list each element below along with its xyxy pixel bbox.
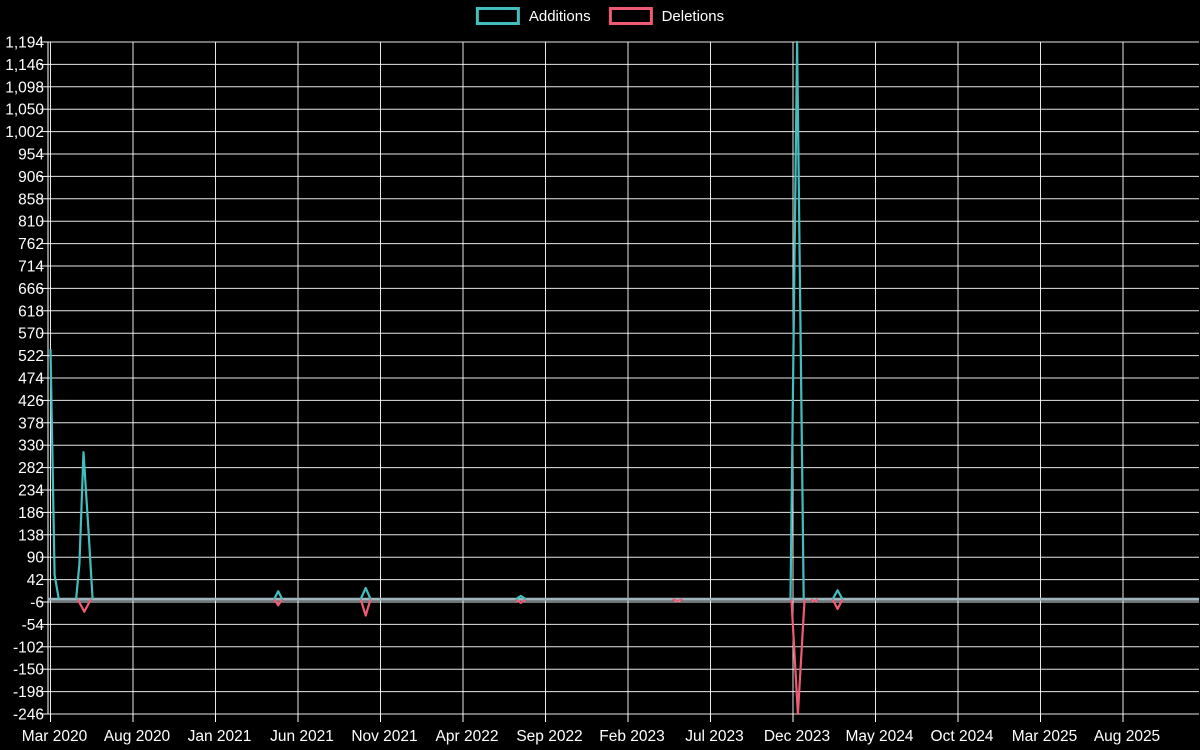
x-tick-label: Mar 2025 xyxy=(1012,728,1077,745)
y-tick-label: 1,098 xyxy=(5,79,44,96)
y-tick-label: -198 xyxy=(13,684,44,701)
x-tick-label: Nov 2021 xyxy=(351,728,417,745)
y-tick-label: 42 xyxy=(27,572,44,589)
y-tick-label: 426 xyxy=(18,393,44,410)
y-tick-label: 1,194 xyxy=(5,35,44,52)
y-tick-label: 474 xyxy=(18,371,44,388)
y-tick-label: 570 xyxy=(18,326,44,343)
y-tick-label: 138 xyxy=(18,527,44,544)
y-tick-label: -6 xyxy=(30,595,44,612)
x-tick-labels: Mar 2020 Aug 2020 Jan 2021 Jun 2021 Nov 2021… xyxy=(22,728,1160,745)
legend-label-deletions: Deletions xyxy=(661,7,725,25)
y-tick-label: 954 xyxy=(18,147,44,164)
y-tick-label: 618 xyxy=(18,303,44,320)
y-tick-label: 714 xyxy=(18,259,44,276)
x-tick-label: Aug 2025 xyxy=(1094,728,1160,745)
y-tick-label: 522 xyxy=(18,348,44,365)
x-tick-label: Jul 2023 xyxy=(685,728,744,745)
y-tick-label: -54 xyxy=(22,617,45,634)
vertical-gridlines xyxy=(50,42,1124,714)
additions-line xyxy=(49,40,844,601)
y-tick-label: 858 xyxy=(18,191,44,208)
y-tick-label: 90 xyxy=(27,550,45,567)
x-tick-label: Feb 2023 xyxy=(599,728,665,745)
deletions-line xyxy=(76,598,844,716)
x-tick-label: Oct 2024 xyxy=(931,728,994,745)
y-tick-label: 186 xyxy=(18,505,44,522)
axes-and-ticks xyxy=(40,41,1124,722)
additions-swatch-icon xyxy=(475,7,520,25)
y-tick-label: -102 xyxy=(13,639,44,656)
y-tick-label: -150 xyxy=(13,662,44,679)
x-tick-label: Sep 2022 xyxy=(516,728,582,745)
legend-item-deletions[interactable]: Deletions xyxy=(608,7,725,25)
y-tick-label: 666 xyxy=(18,281,44,298)
x-tick-label: May 2024 xyxy=(845,728,913,745)
chart-legend: Additions Deletions xyxy=(475,7,725,25)
y-tick-label: 906 xyxy=(18,169,44,186)
horizontal-gridlines xyxy=(48,41,1199,715)
y-tick-label: 330 xyxy=(18,438,44,455)
x-tick-label: Aug 2020 xyxy=(104,728,171,745)
y-tick-label: 810 xyxy=(18,214,44,231)
y-tick-label: -246 xyxy=(13,707,44,724)
x-tick-label: Dec 2023 xyxy=(764,728,830,745)
x-tick-label: Apr 2022 xyxy=(436,728,499,745)
x-tick-label: Jun 2021 xyxy=(270,728,334,745)
y-tick-label: 282 xyxy=(18,460,44,477)
x-tick-label: Jan 2021 xyxy=(188,728,252,745)
legend-item-additions[interactable]: Additions xyxy=(475,7,591,25)
y-tick-label: 1,002 xyxy=(5,124,44,141)
x-tick-label: Mar 2020 xyxy=(22,728,88,745)
y-tick-label: 1,146 xyxy=(5,57,44,74)
deletions-swatch-icon xyxy=(608,7,653,25)
legend-label-additions: Additions xyxy=(528,7,591,25)
y-tick-labels: -246 -198 -150 -102 -54 -6 42 90 138 186 234 282 330… xyxy=(5,35,44,724)
y-tick-label: 762 xyxy=(18,236,44,253)
y-tick-label: 1,050 xyxy=(5,102,44,119)
y-tick-label: 378 xyxy=(18,415,44,432)
y-tick-label: 234 xyxy=(18,483,44,500)
